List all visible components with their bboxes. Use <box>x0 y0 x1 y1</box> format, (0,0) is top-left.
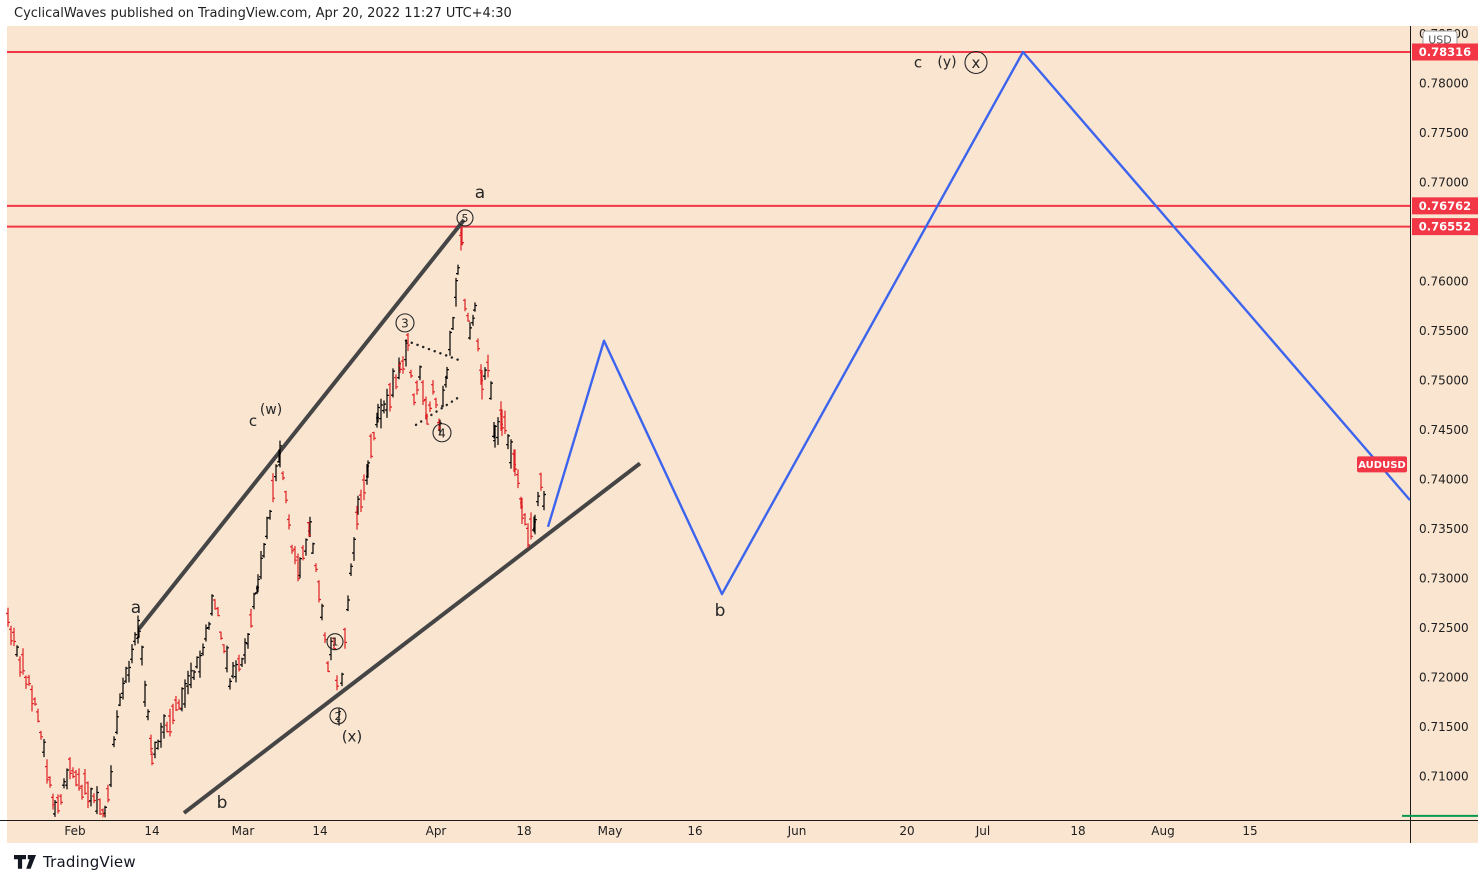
price-level-axis-label-text: 0.76762 <box>1419 199 1471 213</box>
x-axis-tick: 16 <box>687 824 702 838</box>
y-axis-tick: 0.73000 <box>1419 571 1469 585</box>
wave-label-b[interactable]: b <box>715 601 726 621</box>
wave-label-y[interactable]: (y) <box>937 54 956 70</box>
circled-wave-text: 2 <box>335 710 342 723</box>
circled-wave-text: x <box>972 54 981 72</box>
attribution-bar: CyclicalWaves published on TradingView.c… <box>0 0 1478 26</box>
y-axis-tick: 0.77000 <box>1419 175 1469 189</box>
wave-label-x[interactable]: (x) <box>342 728 363 746</box>
y-axis-tick: 0.74000 <box>1419 472 1469 486</box>
y-axis-tick: 0.78000 <box>1419 76 1469 90</box>
x-axis-tick: Feb <box>64 824 85 838</box>
x-axis-tick: 14 <box>312 824 327 838</box>
x-axis-tick: 15 <box>1242 824 1257 838</box>
y-axis-tick: 0.71500 <box>1419 720 1469 734</box>
symbol-price-tag[interactable] <box>1357 456 1407 473</box>
x-axis-tick: Jul <box>975 824 990 838</box>
y-axis-tick: 0.75000 <box>1419 373 1469 387</box>
currency-badge-text: USD <box>1428 34 1452 47</box>
circled-wave-text: 1 <box>332 636 339 649</box>
circled-wave-3[interactable] <box>395 313 415 333</box>
price-level-axis-label-text: 0.78316 <box>1419 45 1471 59</box>
projection-zigzag[interactable] <box>546 50 1411 596</box>
x-axis-tick: 18 <box>516 824 531 838</box>
price-level-axis-label-text: 0.76552 <box>1419 220 1471 234</box>
trendline[interactable] <box>137 218 466 631</box>
wave-label-b[interactable]: b <box>217 793 228 813</box>
price-level-axis-label <box>1412 197 1478 215</box>
circled-wave-x[interactable] <box>964 50 988 75</box>
wave-label-a[interactable]: a <box>475 183 485 203</box>
x-axis-tick: 20 <box>899 824 914 838</box>
wave-label-c[interactable]: c <box>249 412 257 430</box>
price-level-axis-label <box>1412 43 1478 61</box>
y-axis-tick: 0.74500 <box>1419 423 1469 437</box>
y-axis-tick: 0.77500 <box>1419 126 1469 140</box>
y-axis-tick: 0.76000 <box>1419 274 1469 288</box>
circled-wave-text: 5 <box>462 212 469 225</box>
x-axis-tick: May <box>598 824 623 838</box>
ohlc-bars-up <box>15 264 546 818</box>
tradingview-logo-icon[interactable] <box>14 854 36 870</box>
y-axis-tick: 0.75500 <box>1419 324 1469 338</box>
x-axis-tick: Aug <box>1151 824 1174 838</box>
y-axis-tick: 0.73500 <box>1419 522 1469 536</box>
x-axis-tick: 18 <box>1070 824 1085 838</box>
circled-wave-text: 3 <box>401 316 409 330</box>
circled-wave-4[interactable] <box>432 423 452 443</box>
tradingview-brand[interactable]: TradingView <box>43 853 136 871</box>
y-axis-tick: 0.71000 <box>1419 769 1469 783</box>
circled-wave-1[interactable] <box>326 633 344 651</box>
y-axis-tick: 0.72000 <box>1419 670 1469 684</box>
circled-wave-text: 4 <box>438 426 446 440</box>
wave-label-w[interactable]: (w) <box>260 402 282 418</box>
chart-background[interactable] <box>7 26 1478 843</box>
x-axis-tick: 14 <box>144 824 159 838</box>
x-axis-tick: Jun <box>787 824 807 838</box>
x-axis-tick: Apr <box>426 824 447 838</box>
circled-wave-5[interactable] <box>456 209 474 227</box>
wave-label-c[interactable]: c <box>914 53 922 71</box>
pennant-dotted-line[interactable] <box>404 339 462 362</box>
price-level-axis-label <box>1412 218 1478 236</box>
wave-label-a[interactable]: a <box>131 598 141 618</box>
ohlc-bars-down <box>6 227 543 818</box>
circled-wave-2[interactable] <box>329 707 347 725</box>
symbol-price-tag-text: AUDUSD <box>1358 460 1405 471</box>
x-axis-tick: Mar <box>232 824 255 838</box>
footer-bar: TradingView <box>14 850 136 874</box>
y-axis-tick: 0.72500 <box>1419 621 1469 635</box>
trendline[interactable] <box>182 461 642 815</box>
attribution-text: CyclicalWaves published on TradingView.c… <box>14 5 512 21</box>
